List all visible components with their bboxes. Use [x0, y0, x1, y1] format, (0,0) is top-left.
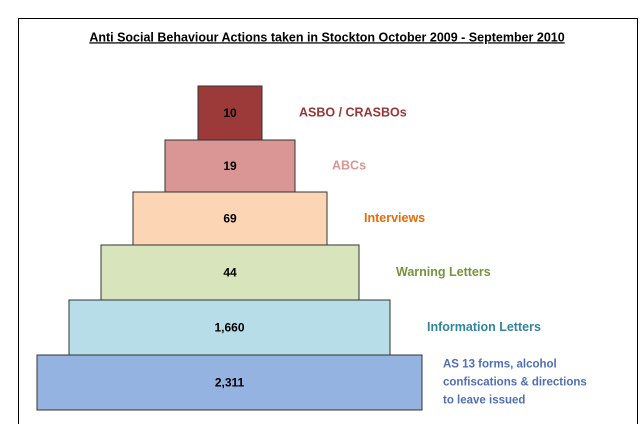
tier — [197, 85, 263, 141]
tier-value: 2,311 — [215, 376, 245, 390]
tier-label: AS 13 forms, alcohol — [443, 359, 557, 371]
tier-label: confiscations & directions — [443, 377, 587, 389]
tier-label: Interviews — [364, 211, 425, 225]
title: Anti Social Behaviour Actions taken in S… — [89, 30, 564, 44]
tier-label: Warning Letters — [396, 265, 491, 279]
tier — [36, 354, 423, 411]
tier — [100, 244, 360, 301]
tier-value: 44 — [223, 266, 237, 280]
tier-label: to leave issued — [443, 395, 525, 407]
tier — [68, 299, 391, 356]
tier-label: Information Letters — [427, 320, 541, 334]
tier-value: 19 — [223, 159, 237, 173]
tier — [132, 191, 328, 246]
tier-value: 10 — [223, 106, 237, 120]
tier-value: 69 — [223, 212, 237, 226]
tier-value: 1,660 — [214, 321, 244, 335]
tier-label: ASBO / CRASBOs — [299, 105, 407, 119]
tier-label: ABCs — [332, 158, 366, 172]
